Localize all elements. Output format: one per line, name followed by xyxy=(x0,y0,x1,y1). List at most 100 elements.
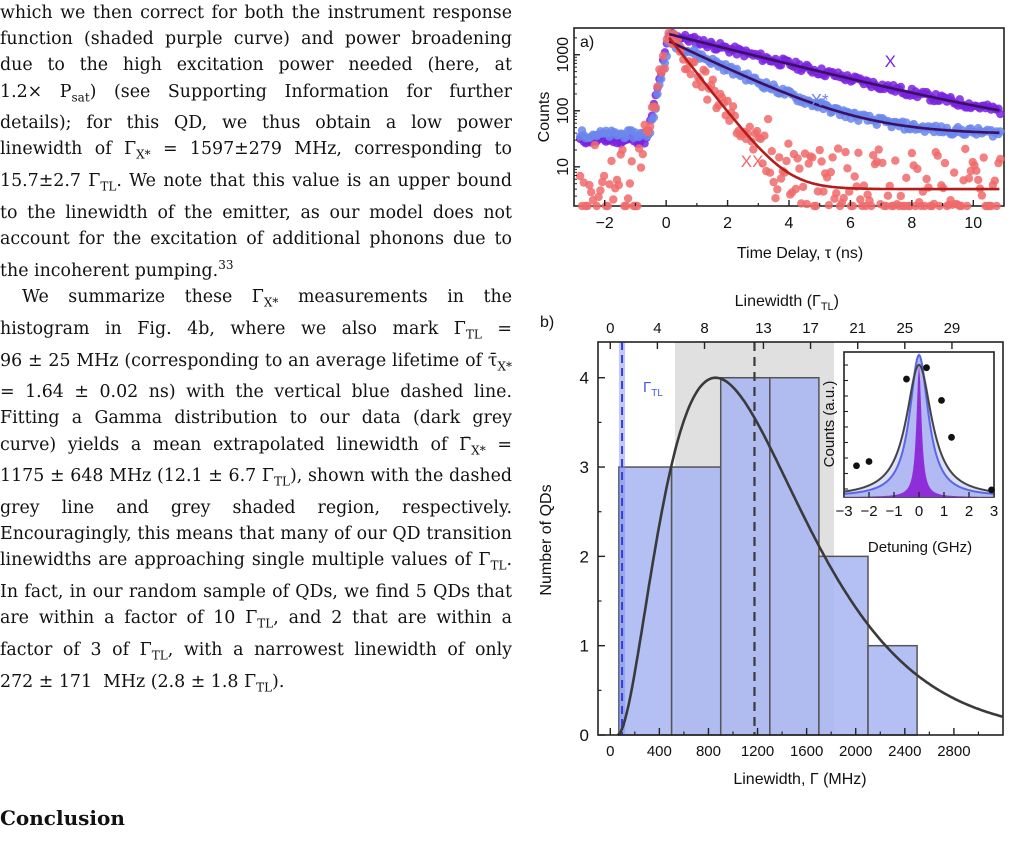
data-point-xx xyxy=(824,201,834,210)
x-tick-label: 0 xyxy=(662,215,671,232)
section-heading: Conclusion xyxy=(0,806,125,830)
panel-a: −2 0 2 4 6 8 10 10 100 1000 a) Time Delay, τ (ns)… xyxy=(536,27,1005,262)
data-point-xx xyxy=(775,153,784,162)
series-label-xx: XX xyxy=(741,152,764,171)
data-point-xx xyxy=(618,145,627,155)
panel-a-series-labels: X X* XX xyxy=(741,52,896,171)
data-point-xx xyxy=(902,173,911,182)
data-point-xx xyxy=(745,122,754,131)
y-tick-label: 10 xyxy=(555,158,572,176)
top-x-tick-label: 8 xyxy=(700,320,708,337)
paragraph-2: We summarize these ΓX* measurements in t… xyxy=(0,287,513,695)
data-point-xx xyxy=(896,191,905,201)
data-point-xx xyxy=(646,122,655,131)
data-point-xx xyxy=(832,189,841,198)
panel-b-top-xlabel: Linewidth (ΓTL) xyxy=(735,293,839,313)
data-point-xx xyxy=(651,103,660,112)
data-point-xx xyxy=(845,187,854,196)
data-point-xx xyxy=(961,144,970,154)
data-point-xx xyxy=(883,191,893,200)
data-point-xx xyxy=(826,167,835,177)
data-point-xx xyxy=(843,164,852,173)
data-point-xx xyxy=(701,67,710,76)
inset-data-point xyxy=(948,433,955,441)
panel-b-xlabel: Linewidth, Γ (MHz) xyxy=(733,771,866,788)
data-point-xx xyxy=(627,157,636,166)
data-point-xx xyxy=(977,191,987,200)
top-x-tick-label: 25 xyxy=(896,320,913,337)
x-tick-label: 4 xyxy=(785,215,794,232)
data-point-xx xyxy=(990,176,999,185)
inset-corrected-curve xyxy=(843,353,995,495)
data-point-xx xyxy=(964,174,974,183)
data-point-xx xyxy=(854,148,863,157)
inset-x-tick-label: 3 xyxy=(990,503,998,520)
data-point-xx xyxy=(638,150,647,159)
panel-b-bars xyxy=(618,376,918,736)
panel-b-ylabel: Number of QDs xyxy=(538,484,555,595)
panel-a-ticks: −2 0 2 4 6 8 10 10 100 1000 xyxy=(555,27,982,232)
x-tick-label: 2 xyxy=(723,215,732,232)
data-point-xx xyxy=(856,195,865,204)
data-point-xx xyxy=(653,82,662,91)
data-point-xx xyxy=(614,180,623,190)
panel-a-xlabel: Time Delay, τ (ns) xyxy=(737,245,863,262)
inset-x-tick-label: 2 xyxy=(965,503,973,520)
panel-b-inset: −3 −2 −1 0 1 2 3 Detuning (GHz) Counts (a.u.) xyxy=(821,351,998,556)
data-point-xx xyxy=(596,186,605,195)
y-tick-label: 100 xyxy=(555,97,572,124)
inset-x-tick-label: −2 xyxy=(860,503,877,520)
data-point-xx xyxy=(913,164,922,174)
data-point-xstar xyxy=(653,89,662,99)
series-label-xstar: X* xyxy=(811,90,829,109)
inset-plot: −3 −2 −1 0 1 2 3 xyxy=(835,353,998,520)
gamma-fit-curve xyxy=(616,376,1003,737)
y-tick-label: 2 xyxy=(580,547,589,566)
inset-data-point xyxy=(923,364,930,372)
data-point-xx xyxy=(891,156,900,165)
data-point-xx xyxy=(839,193,848,203)
fit-curve-x xyxy=(668,32,1000,112)
histogram-bar xyxy=(719,376,771,736)
data-point-xx xyxy=(769,177,778,187)
inset-x-tick-label: 1 xyxy=(940,503,948,520)
panel-b-frame xyxy=(597,341,1004,736)
data-point-xx xyxy=(811,201,821,211)
data-point-xx xyxy=(603,201,612,211)
inset-fit-curve xyxy=(843,363,995,493)
data-point-xx xyxy=(867,201,876,211)
inset-x-tick-label: −3 xyxy=(835,503,852,520)
x-tick-label: 2400 xyxy=(888,743,921,760)
inset-xlabel: Detuning (GHz) xyxy=(868,539,972,556)
paragraph-1: which we then correct for both the instr… xyxy=(0,3,512,282)
data-point-xx xyxy=(791,184,800,194)
x-tick-label: 8 xyxy=(907,215,916,232)
inset-ylabel: Counts (a.u.) xyxy=(821,381,838,468)
data-point-xx xyxy=(802,199,811,209)
data-point-xx xyxy=(922,174,931,184)
x-tick-label: 1200 xyxy=(741,743,774,760)
text-column: which we then correct for both the instr… xyxy=(0,0,512,700)
data-point-xx xyxy=(996,154,1005,164)
inset-data-point xyxy=(988,486,995,494)
data-point-xx xyxy=(935,201,944,211)
data-point-xx xyxy=(728,102,738,111)
data-point-xx xyxy=(992,201,1001,211)
gamma-tl-label: ΓTL xyxy=(643,379,663,399)
data-point-xx xyxy=(833,144,843,153)
data-point-xx xyxy=(686,70,695,79)
inset-x-tick-label: −1 xyxy=(885,503,902,520)
histogram-bar xyxy=(867,644,918,736)
panel-a-frame xyxy=(573,27,1005,207)
data-point-xx xyxy=(815,145,824,155)
data-point-xx xyxy=(828,153,837,162)
data-point-xx xyxy=(874,145,883,154)
data-point-xx xyxy=(609,195,618,204)
x-tick-label: −2 xyxy=(596,215,614,232)
inset-x-tick-label: 0 xyxy=(915,503,923,520)
panel-b: b) Linewidth (ΓTL) 0 400 800 1200 1600 2000 24… xyxy=(538,293,1004,788)
data-point-xx xyxy=(749,145,758,154)
data-point-xx xyxy=(583,201,592,211)
